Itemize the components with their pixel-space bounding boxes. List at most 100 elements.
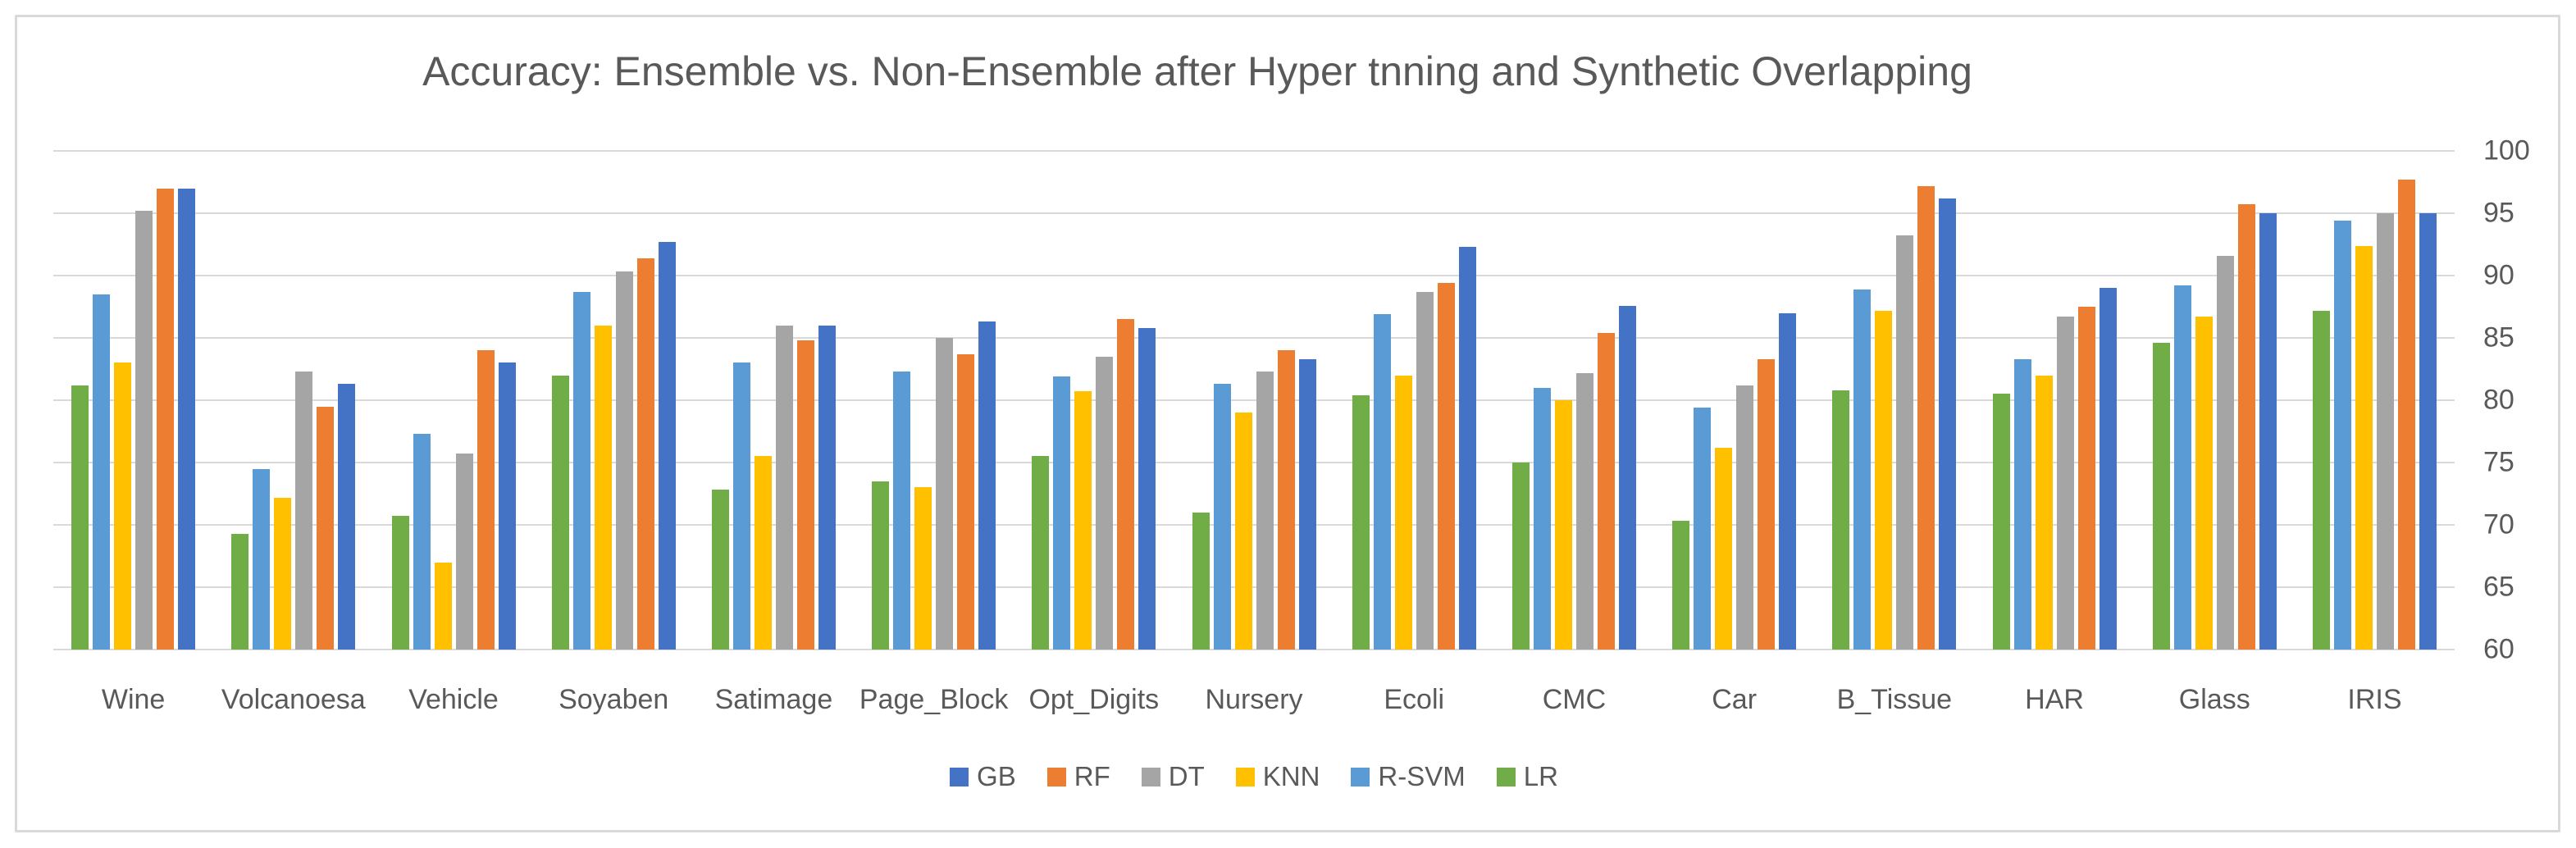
bar-KNN-B_Tissue <box>1875 310 1893 650</box>
legend-swatch-KNN <box>1235 767 1255 786</box>
bar-R-SVM-Volcanoesa <box>253 468 271 650</box>
bar-LR-Nursery <box>1192 512 1210 650</box>
bar-KNN-Satimage <box>754 456 772 650</box>
bar-DT-Car <box>1736 385 1754 650</box>
bar-RF-Car <box>1758 358 1776 650</box>
gridline <box>53 462 2455 463</box>
bar-group-B_Tissue <box>1814 151 1974 650</box>
bar-RF-CMC <box>1597 332 1615 650</box>
bar-DT-Nursery <box>1256 372 1274 650</box>
legend-swatch-RF <box>1046 767 1066 786</box>
bar-R-SVM-Wine <box>93 294 111 650</box>
x-category-label: IRIS <box>2347 684 2402 715</box>
x-category-label: Vehicle <box>408 684 499 715</box>
y-axis: 100 95 90 85 80 75 70 65 60 <box>2483 135 2574 665</box>
x-category-label: Soyaben <box>559 684 669 715</box>
x-category-label: Nursery <box>1205 684 1303 715</box>
bar-DT-Page_Block <box>936 338 954 650</box>
bar-R-SVM-CMC <box>1533 387 1551 650</box>
gridline <box>53 649 2455 650</box>
bar-group-Soyaben <box>534 151 694 650</box>
x-category-label: Ecoli <box>1384 684 1445 715</box>
bar-DT-Vehicle <box>455 454 473 650</box>
bar-RF-Satimage <box>796 340 814 650</box>
bar-KNN-Glass <box>2195 317 2213 650</box>
bar-KNN-CMC <box>1554 400 1572 650</box>
bar-LR-Ecoli <box>1352 394 1370 650</box>
bar-KNN-Soyaben <box>594 325 612 650</box>
bar-DT-HAR <box>2056 317 2074 650</box>
x-category-label: Volcanoesa <box>221 684 366 715</box>
y-tick-label: 60 <box>2483 633 2514 665</box>
bar-GB-Page_Block <box>978 321 996 650</box>
bar-group-Glass <box>2135 151 2295 650</box>
bar-DT-Soyaben <box>615 271 633 650</box>
bar-group-Car <box>1654 151 1814 650</box>
bar-R-SVM-IRIS <box>2333 221 2351 650</box>
bar-GB-Nursery <box>1298 358 1316 650</box>
x-category-label: Wine <box>101 684 166 715</box>
bar-group-Satimage <box>694 151 854 650</box>
bar-RF-Vehicle <box>476 350 495 650</box>
bar-LR-Car <box>1672 521 1690 650</box>
legend-label: GB <box>977 761 1016 791</box>
bar-group-Opt_Digits <box>1014 151 1174 650</box>
bar-GB-Volcanoesa <box>338 384 356 650</box>
bar-RF-Nursery <box>1277 350 1295 650</box>
bar-KNN-Page_Block <box>914 487 932 650</box>
x-category-label: B_Tissue <box>1836 684 1953 715</box>
bar-RF-HAR <box>2077 307 2095 650</box>
bar-GB-CMC <box>1618 305 1636 650</box>
y-tick-label: 80 <box>2483 384 2514 416</box>
x-axis: Wine Volcanoesa Vehicle Soyaben Satimage Page… <box>53 650 2455 716</box>
bar-DT-B_Tissue <box>1896 235 1914 650</box>
legend: GB RF DT KNN R-SVM LR <box>53 761 2455 792</box>
bar-LR-IRIS <box>2312 310 2330 650</box>
bar-group-Ecoli <box>1334 151 1494 650</box>
x-category-label: Glass <box>2178 684 2250 715</box>
bar-R-SVM-Car <box>1694 408 1712 650</box>
bar-KNN-Nursery <box>1234 413 1252 650</box>
bar-DT-Opt_Digits <box>1096 356 1114 650</box>
x-category-label: Opt_Digits <box>1028 684 1160 715</box>
legend-item-KNN: KNN <box>1235 761 1320 792</box>
bar-RF-IRIS <box>2397 180 2415 650</box>
plot-area <box>53 150 2455 650</box>
bar-GB-Car <box>1779 312 1797 650</box>
bar-LR-CMC <box>1511 463 1530 650</box>
legend-label: RF <box>1074 761 1110 791</box>
bar-RF-B_Tissue <box>1917 185 1935 650</box>
bar-LR-Glass <box>2152 343 2170 650</box>
bar-KNN-Ecoli <box>1394 375 1412 650</box>
bar-KNN-HAR <box>2035 375 2053 650</box>
bar-groups <box>53 151 2455 650</box>
bar-R-SVM-Satimage <box>732 362 750 650</box>
bar-GB-B_Tissue <box>1939 198 1957 650</box>
chart-title: Accuracy: Ensemble vs. Non-Ensemble afte… <box>422 48 1972 94</box>
bar-DT-Ecoli <box>1416 291 1434 650</box>
gridline <box>53 275 2455 276</box>
legend-label: DT <box>1168 761 1205 791</box>
bar-R-SVM-Nursery <box>1213 384 1231 650</box>
bar-KNN-Vehicle <box>434 562 452 650</box>
legend-item-GB: GB <box>950 761 1016 792</box>
bar-RF-Soyaben <box>636 258 654 650</box>
gridline <box>53 524 2455 526</box>
bar-LR-Page_Block <box>872 481 890 650</box>
bar-R-SVM-HAR <box>2013 358 2031 650</box>
bar-LR-Vehicle <box>391 516 409 650</box>
bar-group-IRIS <box>2295 151 2455 650</box>
gridline <box>53 586 2455 588</box>
gridline <box>53 399 2455 401</box>
bar-KNN-Opt_Digits <box>1074 391 1092 650</box>
bar-LR-Wine <box>71 385 89 650</box>
bar-RF-Ecoli <box>1437 283 1455 650</box>
x-category-label: CMC <box>1542 684 1607 715</box>
bar-LR-HAR <box>1992 394 2010 650</box>
bar-group-Vehicle <box>373 151 533 650</box>
legend-item-DT: DT <box>1141 761 1205 792</box>
bar-LR-Satimage <box>711 490 729 650</box>
bar-GB-Opt_Digits <box>1138 327 1156 650</box>
y-tick-label: 100 <box>2483 134 2530 166</box>
bar-DT-CMC <box>1575 372 1593 650</box>
